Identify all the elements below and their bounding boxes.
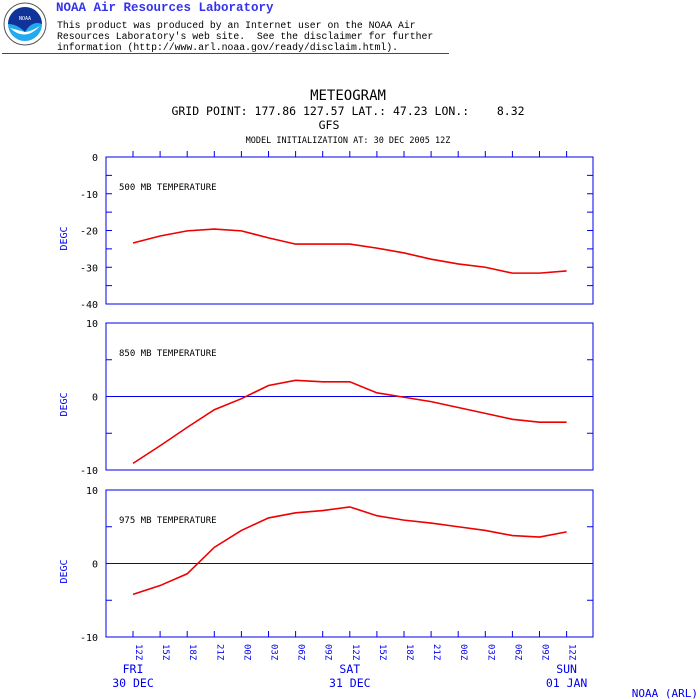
- y-axis-label: DEGC: [59, 226, 70, 250]
- chart-subtitle: GRID POINT: 177.86 127.57 LAT.: 47.23 LO…: [171, 104, 524, 118]
- panel-label: 500 MB TEMPERATURE: [119, 183, 217, 193]
- footer-credit: NOAA (ARL): [632, 687, 698, 700]
- model-init: MODEL INITIALIZATION AT: 30 DEC 2005 12Z: [246, 136, 451, 146]
- x-tick-label: 06Z: [512, 644, 522, 661]
- x-tick-label: 03Z: [485, 644, 495, 661]
- x-tick-label: 15Z: [377, 644, 387, 661]
- date-label: 01 JAN: [546, 676, 588, 690]
- header-divider: [2, 53, 449, 54]
- panel-label: 975 MB TEMPERATURE: [119, 516, 217, 526]
- y-tick-label: 0: [92, 560, 98, 571]
- x-tick-label: 21Z: [214, 644, 224, 661]
- x-tick-label: 09Z: [540, 644, 550, 661]
- temperature-line: [132, 228, 567, 274]
- y-tick-label: -10: [80, 190, 98, 201]
- y-tick-label: -20: [80, 227, 98, 238]
- x-tick-label: 12Z: [350, 644, 360, 661]
- x-tick-label: 15Z: [160, 644, 170, 661]
- x-tick-label: 03Z: [269, 644, 279, 661]
- logo-text: NOAA: [19, 16, 31, 22]
- x-tick-label: 06Z: [296, 644, 306, 661]
- date-label: 31 DEC: [329, 676, 371, 690]
- chart-title: METEOGRAM: [310, 88, 386, 104]
- y-axis-label: DEGC: [59, 559, 70, 583]
- header-title[interactable]: NOAA Air Resources Laboratory: [56, 1, 274, 15]
- x-tick-label: 21Z: [431, 644, 441, 661]
- x-tick-label: 12Z: [133, 644, 143, 661]
- y-tick-label: 0: [92, 393, 98, 404]
- day-label: SUN: [556, 662, 577, 676]
- disclaimer-line: Resources Laboratory's web site. See the…: [57, 31, 434, 42]
- panel-frame: [105, 156, 594, 305]
- x-tick-label: 00Z: [458, 644, 468, 661]
- disclaimer-line[interactable]: information (http://www.arl.noaa.gov/rea…: [57, 42, 398, 53]
- y-tick-label: -10: [80, 633, 98, 644]
- x-tick-label: 09Z: [323, 644, 333, 661]
- date-label: 30 DEC: [112, 676, 154, 690]
- temperature-line: [132, 379, 567, 465]
- y-tick-label: 10: [86, 319, 98, 330]
- x-tick-label: 12Z: [567, 644, 577, 661]
- day-label: SAT: [339, 662, 360, 676]
- disclaimer-line: This product was produced by an Internet…: [57, 20, 416, 31]
- y-tick-label: 0: [92, 153, 98, 164]
- x-tick-label: 18Z: [404, 644, 414, 661]
- noaa-logo: NOAA: [3, 2, 47, 46]
- x-tick-label: 18Z: [187, 644, 197, 661]
- model-name: GFS: [319, 118, 340, 132]
- day-label: FRI: [123, 662, 144, 676]
- y-tick-label: -30: [80, 263, 98, 274]
- disclaimer: This product was produced by an Internet…: [57, 20, 433, 53]
- panel-label: 850 MB TEMPERATURE: [119, 349, 217, 359]
- x-tick-label: 00Z: [241, 644, 251, 661]
- y-tick-label: 10: [86, 486, 98, 497]
- y-axis-label: DEGC: [59, 392, 70, 416]
- y-tick-label: -40: [80, 300, 98, 311]
- y-tick-label: -10: [80, 466, 98, 477]
